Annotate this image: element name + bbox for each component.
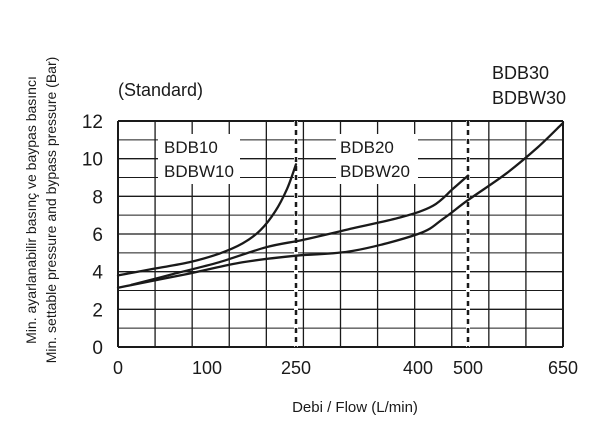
x-tick-label: 0 (113, 358, 123, 378)
y-tick-label: 6 (92, 225, 103, 246)
y-tick-label: 0 (92, 338, 103, 359)
bdb20-label-bg (336, 134, 418, 184)
bdb10-label-bg (158, 134, 240, 184)
bdbw20-label: BDBW20 (340, 162, 410, 181)
bdb20-label: BDB20 (340, 138, 394, 157)
x-tick-labels: 0 100 250 400 500 650 (113, 358, 578, 378)
series-curves (116, 121, 565, 289)
x-tick-label: 100 (192, 358, 222, 378)
series-line-bdb30 (116, 121, 565, 289)
y-tick-label: 10 (82, 150, 103, 171)
x-tick-label: 250 (281, 358, 311, 378)
y-axis-label-tr: Min. ayarlanabilir basınç ve baypas bası… (23, 76, 39, 344)
bdb10-label: BDB10 (164, 138, 218, 157)
chart-title: (Standard) (118, 80, 203, 100)
bdb30-label: BDB30 (492, 63, 549, 83)
x-tick-label: 650 (548, 358, 578, 378)
y-tick-label: 12 (82, 112, 103, 133)
y-tick-label: 2 (92, 300, 103, 321)
x-tick-label: 400 (403, 358, 433, 378)
y-tick-label: 4 (92, 263, 103, 284)
series-line-bdb20 (130, 174, 470, 287)
x-tick-label: 500 (453, 358, 483, 378)
y-axis-label-en: Min. settable pressure and bypass pressu… (43, 57, 59, 364)
series-line-bdb10 (116, 163, 298, 277)
y-tick-labels: 0 2 4 6 8 10 12 (82, 112, 104, 359)
bdbw30-label: BDBW30 (492, 88, 566, 108)
limit-markers (294, 121, 470, 347)
x-axis-label: Debi / Flow (L/min) (292, 399, 418, 416)
bdbw10-label: BDBW10 (164, 162, 234, 181)
y-tick-label: 8 (92, 187, 103, 208)
